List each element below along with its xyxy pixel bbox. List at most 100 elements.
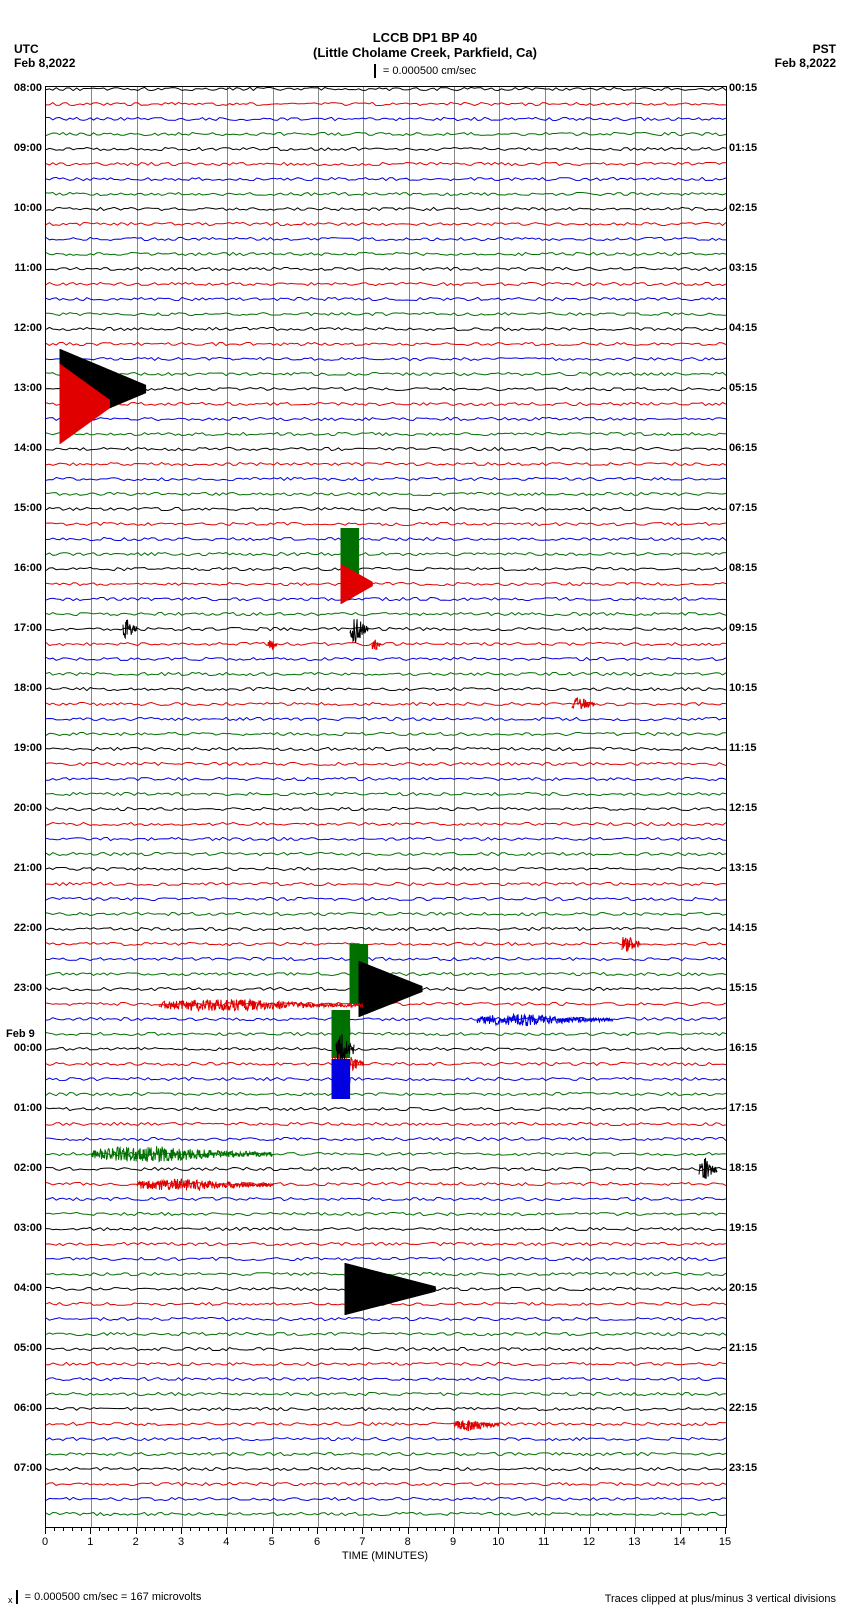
seismic-event (345, 1263, 436, 1315)
trace-row (46, 404, 726, 405)
trace-row (46, 734, 726, 735)
trace-row (46, 1364, 726, 1365)
trace-row (46, 899, 726, 900)
seismic-event (699, 1157, 717, 1181)
hour-label-left: 14:00 (2, 442, 42, 454)
hour-label-left: 05:00 (2, 1342, 42, 1354)
hour-label-left: 12:00 (2, 322, 42, 334)
trace-row (46, 224, 726, 225)
trace-row (46, 884, 726, 885)
x-tick (90, 1528, 91, 1534)
seismic-event (454, 1418, 499, 1430)
hour-label-right: 19:15 (729, 1222, 769, 1234)
x-axis-title: TIME (MINUTES) (45, 1550, 725, 1562)
hour-label-left: 15:00 (2, 502, 42, 514)
scale-text: = 0.000500 cm/sec (383, 65, 476, 77)
hour-label-left: 08:00 (2, 82, 42, 94)
trace-row (46, 839, 726, 840)
scale-bar-icon (16, 1590, 18, 1604)
trace-row (46, 779, 726, 780)
trace-row (46, 464, 726, 465)
trace-row (46, 449, 726, 450)
hour-label-left: 10:00 (2, 202, 42, 214)
x-tick (272, 1528, 273, 1534)
hour-label-right: 08:15 (729, 562, 769, 574)
x-tick-label: 2 (133, 1536, 139, 1548)
trace-row (46, 329, 726, 330)
x-tick-label: 9 (450, 1536, 456, 1548)
trace-row (46, 1049, 726, 1050)
trace-row (46, 1394, 726, 1395)
trace-row (46, 1169, 726, 1170)
hour-label-right: 22:15 (729, 1402, 769, 1414)
x-tick (136, 1528, 137, 1534)
x-tick-label: 14 (674, 1536, 686, 1548)
trace-row (46, 419, 726, 420)
trace-row (46, 1259, 726, 1260)
x-tick-label: 4 (223, 1536, 229, 1548)
hour-label-right: 02:15 (729, 202, 769, 214)
trace-row (46, 809, 726, 810)
timezone-right: PST Feb 8,2022 (775, 42, 836, 70)
trace-row (46, 824, 726, 825)
trace-row (46, 1469, 726, 1470)
trace-row (46, 1124, 726, 1125)
seismic-event (137, 1178, 273, 1190)
trace-row (46, 269, 726, 270)
trace-row (46, 374, 726, 375)
tz-left-label: UTC (14, 42, 75, 56)
trace-row (46, 584, 726, 585)
hour-label-right: 07:15 (729, 502, 769, 514)
seismic-event (268, 638, 277, 650)
hour-label-right: 01:15 (729, 142, 769, 154)
trace-row (46, 1409, 726, 1410)
x-tick (634, 1528, 635, 1534)
x-tick (498, 1528, 499, 1534)
seismic-event (332, 1059, 350, 1099)
hour-label-right: 21:15 (729, 1342, 769, 1354)
trace-row (46, 1064, 726, 1065)
x-tick-label: 6 (314, 1536, 320, 1548)
x-tick (544, 1528, 545, 1534)
trace-row (46, 929, 726, 930)
trace-row (46, 674, 726, 675)
seismic-event (60, 364, 110, 444)
trace-row (46, 1379, 726, 1380)
x-tick (680, 1528, 681, 1534)
trace-row (46, 689, 726, 690)
trace-row (46, 1139, 726, 1140)
hour-label-left: 00:00 (2, 1042, 42, 1054)
seismic-event (477, 1013, 613, 1025)
hour-label-right: 03:15 (729, 262, 769, 274)
tz-left-date: Feb 8,2022 (14, 56, 75, 70)
timezone-left: UTC Feb 8,2022 (14, 42, 75, 70)
hour-label-left: 02:00 (2, 1162, 42, 1174)
hour-label-left: 21:00 (2, 862, 42, 874)
x-tick-label: 1 (87, 1536, 93, 1548)
hour-label-left: 03:00 (2, 1222, 42, 1234)
x-tick-label: 11 (538, 1536, 549, 1548)
trace-row (46, 1199, 726, 1200)
trace-row (46, 359, 726, 360)
x-tick-label: 5 (269, 1536, 275, 1548)
x-tick-label: 7 (359, 1536, 365, 1548)
trace-row (46, 344, 726, 345)
seismic-event (622, 934, 640, 954)
x-tick-label: 15 (719, 1536, 731, 1548)
trace-row (46, 869, 726, 870)
hour-label-left: 09:00 (2, 142, 42, 154)
x-tick-label: 10 (492, 1536, 504, 1548)
x-tick (589, 1528, 590, 1534)
hour-label-right: 23:15 (729, 1462, 769, 1474)
x-tick (181, 1528, 182, 1534)
hour-label-left: 06:00 (2, 1402, 42, 1414)
trace-row (46, 959, 726, 960)
trace-row (46, 1349, 726, 1350)
trace-row (46, 1079, 726, 1080)
seismic-event (341, 564, 373, 604)
trace-row (46, 1034, 726, 1035)
day-label-left: Feb 9 (6, 1028, 35, 1040)
trace-row (46, 1214, 726, 1215)
trace-row (46, 1019, 726, 1020)
trace-row (46, 1229, 726, 1230)
